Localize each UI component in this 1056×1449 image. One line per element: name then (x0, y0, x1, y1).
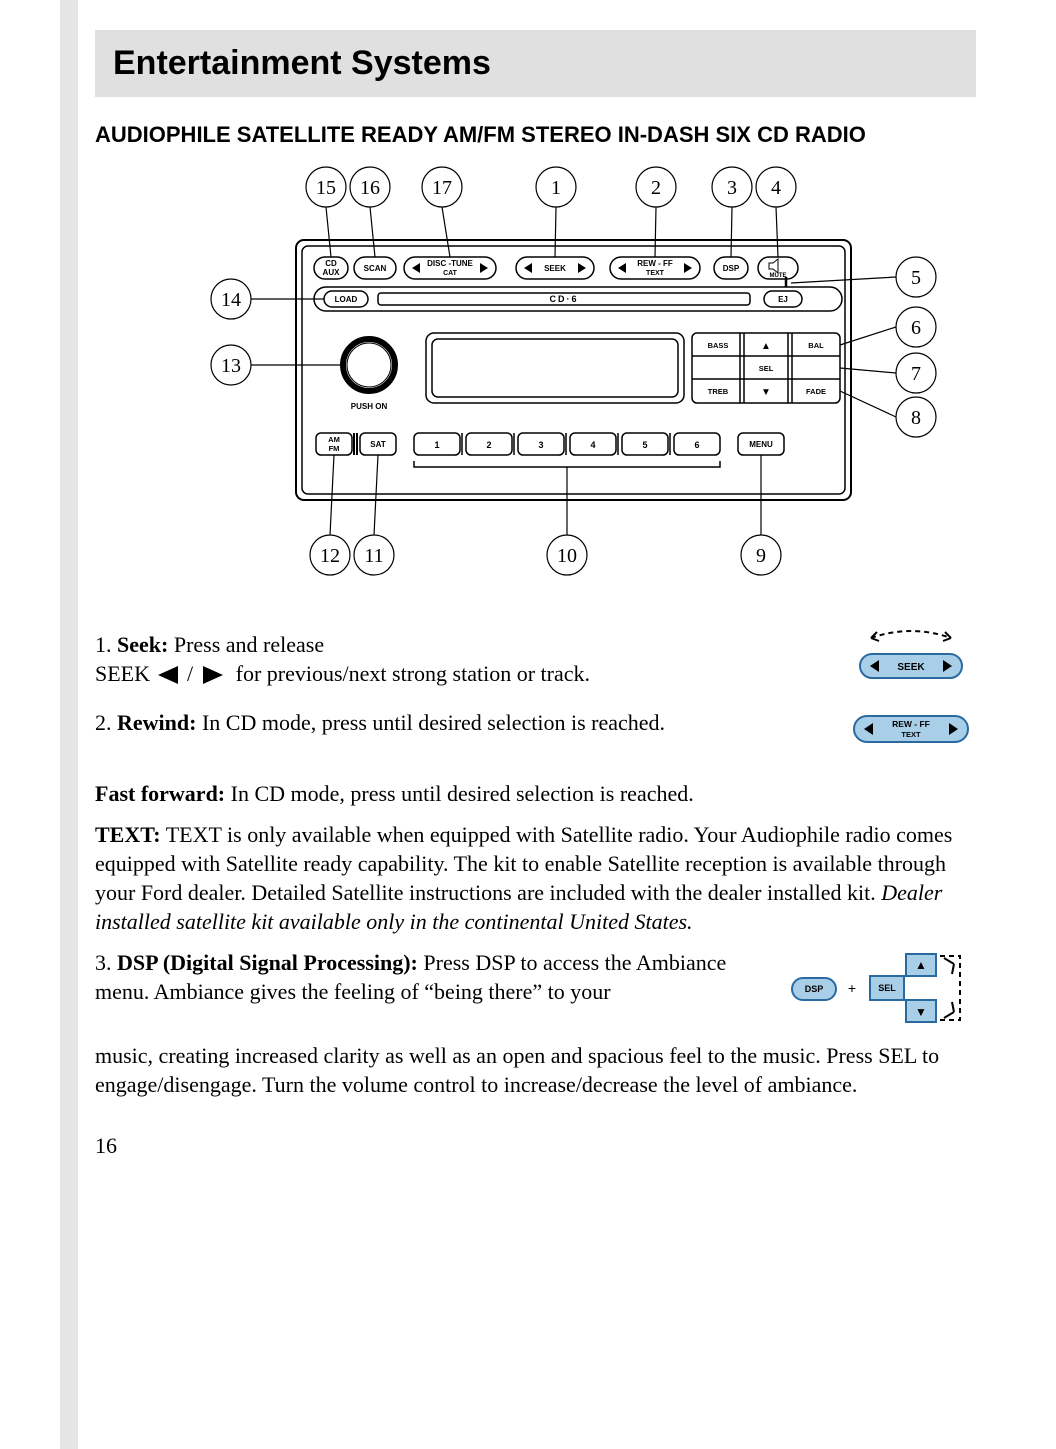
svg-text:4: 4 (771, 177, 781, 199)
svg-text:16: 16 (360, 177, 380, 199)
svg-text:6: 6 (911, 317, 921, 339)
svg-text:MENU: MENU (749, 440, 773, 449)
svg-text:▲: ▲ (915, 958, 927, 972)
item-num: 2. (95, 710, 112, 735)
svg-text:11: 11 (364, 545, 383, 567)
svg-text:PUSH ON: PUSH ON (350, 402, 387, 411)
svg-text:SEL: SEL (878, 983, 896, 993)
svg-text:5: 5 (911, 267, 921, 289)
item-num: 1. (95, 632, 112, 657)
item-num: 3. (95, 950, 112, 975)
page-gutter (60, 0, 78, 1449)
svg-text:TEXT: TEXT (646, 270, 665, 277)
svg-text:SCAN: SCAN (363, 264, 386, 273)
svg-text:CAT: CAT (443, 270, 458, 277)
svg-text:4: 4 (590, 440, 595, 450)
svg-text:CD: CD (325, 259, 337, 268)
item-text-para: TEXT: TEXT is only available when equipp… (95, 820, 976, 936)
svg-text:3: 3 (727, 177, 737, 199)
svg-text:2: 2 (651, 177, 661, 199)
svg-text:SEEK: SEEK (544, 264, 566, 273)
btn-disc-tune[interactable]: DISC -TUNE CAT (404, 257, 496, 279)
page-number: 16 (95, 1133, 976, 1159)
svg-text:FM: FM (328, 444, 339, 453)
svg-text:12: 12 (320, 545, 340, 567)
seek-right-icon (199, 665, 225, 685)
svg-text:9: 9 (756, 545, 766, 567)
svg-text:14: 14 (221, 289, 241, 311)
item-ff: Fast forward: In CD mode, press until de… (95, 779, 976, 808)
svg-text:7: 7 (911, 363, 921, 385)
svg-text:AUX: AUX (322, 268, 340, 277)
svg-text:+: + (848, 980, 856, 996)
svg-text:TEXT: TEXT (901, 730, 921, 739)
svg-text:REW - FF: REW - FF (637, 259, 673, 268)
svg-text:CD·6: CD·6 (549, 294, 578, 304)
btn-dsp[interactable]: DSP (714, 257, 748, 279)
svg-text:1: 1 (551, 177, 561, 199)
svg-text:8: 8 (911, 407, 921, 429)
seek-left-icon (156, 665, 182, 685)
svg-text:FADE: FADE (805, 387, 825, 396)
svg-text:SEL: SEL (758, 364, 773, 373)
chapter-header: Entertainment Systems (95, 30, 976, 97)
svg-text:17: 17 (432, 177, 452, 199)
item-label: Rewind: (117, 710, 196, 735)
volume-knob[interactable]: PUSH ON (343, 339, 395, 411)
svg-text:10: 10 (557, 545, 577, 567)
section-subhead: AUDIOPHILE SATELLITE READY AM/FM STEREO … (95, 121, 976, 149)
svg-text:LOAD: LOAD (334, 295, 357, 304)
btn-seek[interactable]: SEEK (516, 257, 594, 279)
svg-text:DSP: DSP (722, 264, 739, 273)
item-dsp: 3. DSP (Digital Signal Processing): Pres… (95, 948, 976, 1033)
radio-diagram: CD AUX SCAN DISC -TUNE CAT (126, 165, 946, 600)
item-dsp-cont: music, creating increased clarity as wel… (95, 1041, 976, 1099)
svg-text:1: 1 (434, 440, 439, 450)
btn-rew-ff[interactable]: REW - FF TEXT (610, 257, 700, 279)
chapter-title: Entertainment Systems (113, 44, 958, 83)
svg-text:MUTE: MUTE (769, 273, 786, 279)
svg-text:SAT: SAT (370, 440, 386, 449)
svg-text:DISC -TUNE: DISC -TUNE (427, 259, 473, 268)
seek-inline-graphic: SEEK (846, 630, 976, 693)
dsp-inline-graphic: DSP + SEL ▲ ▼ (786, 948, 976, 1033)
btn-cd-aux[interactable]: CD AUX (314, 257, 348, 279)
svg-text:▲: ▲ (761, 341, 771, 352)
svg-text:BASS: BASS (707, 341, 728, 350)
svg-text:▼: ▼ (915, 1005, 927, 1019)
svg-text:TREB: TREB (707, 387, 728, 396)
svg-text:SEEK: SEEK (897, 662, 925, 673)
svg-text:DSP: DSP (805, 984, 824, 994)
svg-text:AM: AM (328, 435, 340, 444)
svg-text:EJ: EJ (778, 295, 788, 304)
item-label: Seek: (117, 632, 168, 657)
item-seek: 1. Seek: Press and release SEEK / for pr… (95, 630, 976, 700)
btn-scan[interactable]: SCAN (354, 257, 396, 279)
item-rewind: 2. Rewind: In CD mode, press until desir… (95, 708, 976, 753)
svg-text:2: 2 (486, 440, 491, 450)
svg-text:5: 5 (642, 440, 647, 450)
svg-text:BAL: BAL (808, 341, 824, 350)
svg-text:3: 3 (538, 440, 543, 450)
svg-text:6: 6 (694, 440, 699, 450)
svg-text:13: 13 (221, 355, 241, 377)
btn-mute[interactable]: MUTE (758, 257, 798, 279)
svg-text:▼: ▼ (761, 387, 771, 398)
svg-text:15: 15 (316, 177, 336, 199)
svg-text:REW - FF: REW - FF (892, 719, 930, 729)
item-label: DSP (Digital Signal Processing): (117, 950, 418, 975)
rew-inline-graphic: REW - FF TEXT (846, 708, 976, 753)
